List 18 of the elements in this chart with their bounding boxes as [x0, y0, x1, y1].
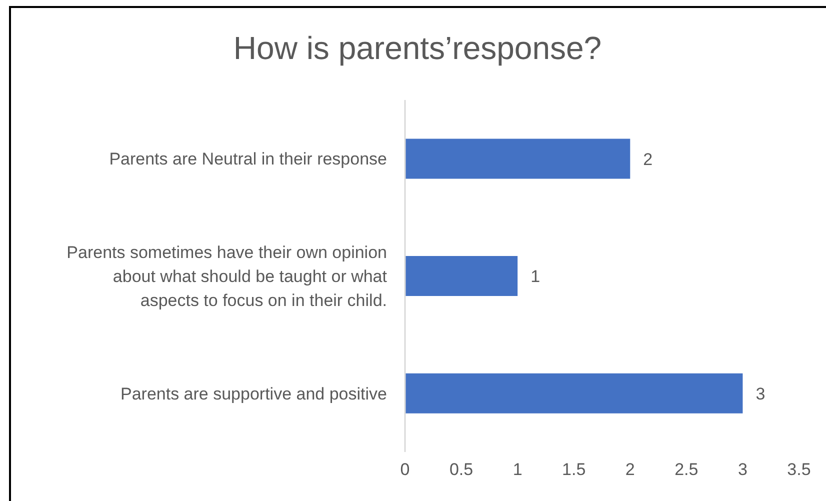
- bar: [405, 138, 630, 179]
- y-tick-label: Parents sometimes have their own opinion about what should be taught or what aspects to focus on in their child.: [66, 242, 388, 310]
- bar: [405, 373, 743, 414]
- x-tick-label: 3.5: [787, 460, 811, 480]
- x-tick-label: 1: [512, 460, 522, 480]
- bar: [405, 256, 518, 296]
- data-label: 2: [643, 150, 653, 169]
- data-label: 3: [756, 384, 766, 404]
- x-tick-label: 1.5: [562, 460, 586, 480]
- x-tick-label: 0: [400, 460, 410, 480]
- data-label: 1: [530, 267, 540, 286]
- y-tick-label: Parents are Neutral in their response: [109, 150, 387, 169]
- x-tick-label: 0.5: [449, 460, 474, 480]
- x-tick-label: 3: [738, 460, 748, 480]
- chart-title: How is parents’response?: [232, 29, 603, 68]
- y-tick-label: Parents are supportive and positive: [120, 384, 387, 404]
- x-tick-label: 2: [625, 460, 635, 480]
- x-tick-label: 2.5: [674, 460, 698, 480]
